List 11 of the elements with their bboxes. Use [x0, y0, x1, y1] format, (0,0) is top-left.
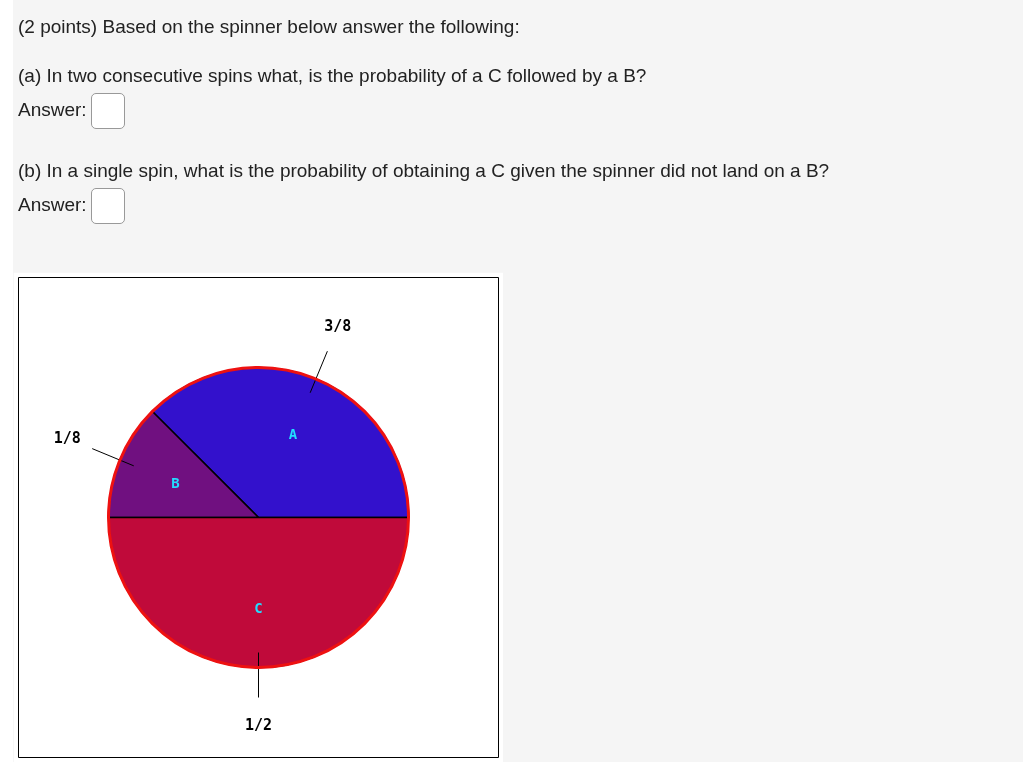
chart-title: (2 points) Based on the spinner below answer the following: — [18, 15, 521, 39]
data-label: 1/2 — [244, 715, 273, 734]
text: Answer: — [18, 193, 88, 218]
slice-label: B — [171, 475, 180, 492]
text: (a) In two consecutive spins what, is the probability of a C followed by a B? — [18, 64, 648, 89]
slice-label: C — [254, 599, 263, 616]
data-label: 3/8 — [324, 317, 352, 336]
text: (b) In a single spin, what is the probability of obtaining a C given the spinner did not land on a B? — [18, 159, 830, 184]
data-label: 1/8 — [53, 429, 81, 448]
slice-label: A — [288, 426, 298, 443]
text: Answer: — [18, 98, 88, 123]
